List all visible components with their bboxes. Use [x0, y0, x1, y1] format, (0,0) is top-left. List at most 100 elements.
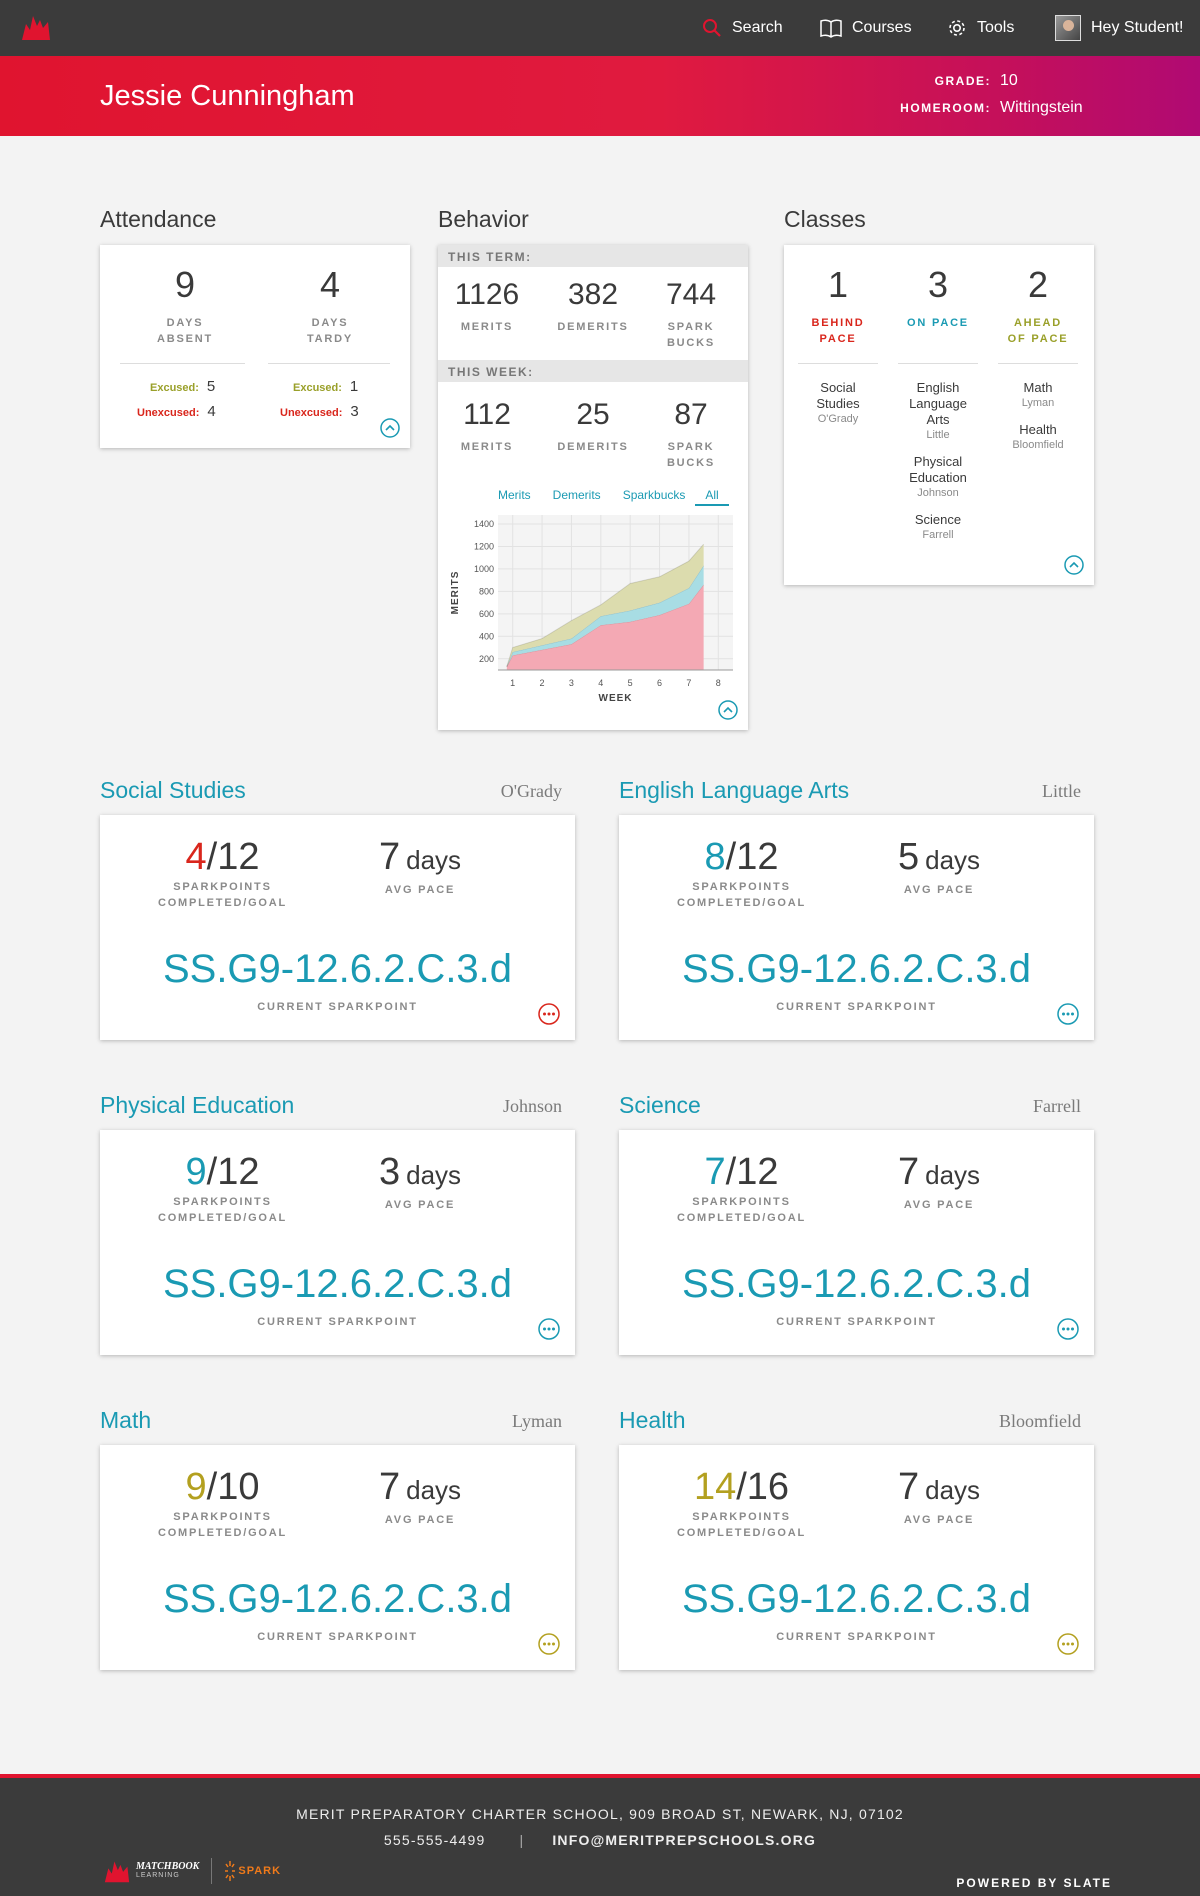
more-options-icon[interactable]	[538, 1003, 560, 1025]
nav-search[interactable]: Search	[702, 0, 783, 56]
sparkpoints-label-1: SPARKPOINTS	[692, 1196, 791, 1208]
student-name: Jessie Cunningham	[100, 80, 355, 112]
course-teacher: Bloomfield	[999, 1411, 1081, 1431]
current-sparkpoint[interactable]: SS.G9-12.6.2.C.3.d	[162, 1262, 513, 1306]
days-tardy-label-1: DAYS	[311, 317, 349, 329]
behavior-card: THIS TERM: 1126 MERITS 382 DEMERITS 744 SPA…	[438, 245, 748, 730]
avg-pace: 3 days AVG PACE	[355, 1150, 485, 1213]
sparkpoints-progress: 9/12 SPARKPOINTS COMPLETED/GOAL	[140, 1150, 305, 1226]
course-title[interactable]: Math	[100, 1407, 152, 1433]
absent-excused-row: Excused: 5	[150, 378, 215, 395]
on-pace-count: 3	[927, 264, 949, 305]
course-title[interactable]: Physical Education	[100, 1092, 295, 1118]
term-merits: 1126 MERITS	[442, 275, 532, 335]
sparkpoints-label-1: SPARKPOINTS	[173, 1196, 272, 1208]
collapse-chevron-up-icon[interactable]	[718, 700, 738, 720]
pace-unit: days	[406, 845, 462, 875]
homeroom-label: HOMEROOM:	[900, 101, 991, 115]
current-sparkpoint[interactable]: SS.G9-12.6.2.C.3.d	[681, 947, 1032, 991]
course-teacher: Little	[1042, 781, 1081, 801]
course-title[interactable]: Science	[619, 1092, 701, 1118]
class-name[interactable]: Social Studies	[816, 380, 860, 411]
powered-by-slate[interactable]: POWERED BY SLATE	[956, 1876, 1112, 1890]
demerits-label: DEMERITS	[557, 321, 629, 333]
tab-all[interactable]: All	[695, 488, 729, 506]
behind-pace-label-1: BEHIND	[811, 317, 865, 329]
days-absent: 9 DAYS ABSENT	[125, 265, 245, 347]
sparkpoints-label-2: COMPLETED/GOAL	[157, 897, 288, 909]
completed-count: 8	[704, 836, 726, 878]
pace-unit: days	[406, 1475, 462, 1505]
class-teacher: O'Grady	[817, 413, 859, 425]
attendance-card: 9 DAYS ABSENT 4 DAYS TARDY Excused: 5 Une…	[100, 245, 410, 448]
collapse-chevron-up-icon[interactable]	[380, 418, 400, 438]
more-options-icon[interactable]	[1057, 1003, 1079, 1025]
goal-count: /10	[206, 1466, 260, 1508]
week-merits: 112 MERITS	[442, 395, 532, 455]
course-teacher: Johnson	[502, 1096, 562, 1116]
series-area-merits	[506, 584, 704, 670]
sparkpoints-label-1: SPARKPOINTS	[692, 1511, 791, 1523]
sparkpoints-label-1: SPARKPOINTS	[173, 1511, 272, 1523]
term-sparkbucks: 744 SPARK BUCKS	[646, 275, 736, 351]
current-sparkpoint[interactable]: SS.G9-12.6.2.C.3.d	[681, 1577, 1032, 1621]
classes-title: Classes	[784, 206, 866, 232]
week-sparkbucks: 87 SPARK BUCKS	[646, 395, 736, 471]
ahead-label-2: OF PACE	[1007, 333, 1069, 345]
x-tick-label: 6	[657, 678, 662, 688]
tab-merits[interactable]: Merits	[498, 488, 531, 502]
nav-tools[interactable]: Tools	[947, 0, 1014, 56]
top-navigation-bar: Search Courses Tools Hey Student!	[0, 0, 1200, 56]
class-teacher: Johnson	[917, 487, 959, 499]
spark-label-2: BUCKS	[666, 337, 716, 349]
class-teacher: Lyman	[1021, 397, 1055, 409]
footer-brands: MATCHBOOK LEARNING SPARK	[102, 1858, 281, 1884]
completed-count: 9	[185, 1151, 207, 1193]
more-options-icon[interactable]	[1057, 1633, 1079, 1655]
current-sparkpoint-label: CURRENT SPARKPOINT	[257, 1316, 418, 1328]
pace-number: 7	[378, 836, 401, 878]
absent-unexcused-value: 4	[207, 403, 216, 420]
class-name[interactable]: Math	[1023, 380, 1053, 395]
x-tick-label: 4	[598, 678, 603, 688]
days-absent-label-1: DAYS	[166, 317, 204, 329]
course-title[interactable]: English Language Arts	[619, 777, 850, 803]
excused-label: Excused:	[293, 382, 342, 394]
term-demerits: 382 DEMERITS	[548, 275, 638, 335]
current-sparkpoint-label: CURRENT SPARKPOINT	[257, 1631, 418, 1643]
class-name[interactable]: Physical Education	[909, 454, 967, 485]
current-sparkpoint[interactable]: SS.G9-12.6.2.C.3.d	[162, 1577, 513, 1621]
current-sparkpoint[interactable]: SS.G9-12.6.2.C.3.d	[162, 947, 513, 991]
footer-email[interactable]: INFO@MERITPREPSCHOOLS.ORG	[552, 1832, 817, 1848]
nav-courses[interactable]: Courses	[820, 0, 912, 56]
matchbook-learning-logo[interactable]: MATCHBOOK LEARNING	[136, 1862, 199, 1880]
class-name[interactable]: English Language Arts	[909, 380, 967, 427]
brand-spark[interactable]: SPARK	[238, 1865, 282, 1877]
course-title[interactable]: Health	[619, 1407, 686, 1433]
collapse-chevron-up-icon[interactable]	[1064, 555, 1084, 575]
class-name[interactable]: Science	[914, 512, 962, 527]
tardy-unexcused-value: 3	[350, 403, 359, 420]
divider	[798, 363, 878, 364]
nav-user-menu[interactable]: Hey Student!	[1055, 0, 1184, 56]
course-title[interactable]: Social Studies	[100, 777, 246, 803]
y-tick-label: 1000	[474, 564, 494, 574]
matchbook-logo-icon[interactable]	[20, 12, 52, 42]
tab-sparkbucks[interactable]: Sparkbucks	[622, 488, 686, 502]
goal-count: /12	[725, 1151, 779, 1193]
more-options-icon[interactable]	[1057, 1318, 1079, 1340]
current-sparkpoint[interactable]: SS.G9-12.6.2.C.3.d	[681, 1262, 1032, 1306]
days-absent-value: 9	[174, 264, 196, 305]
footer-contact: 555-555-4499 | INFO@MERITPREPSCHOOLS.ORG	[0, 1832, 1200, 1848]
avg-pace-label: AVG PACE	[384, 1199, 456, 1211]
tab-demerits[interactable]: Demerits	[552, 488, 601, 502]
completed-count: 9	[185, 1466, 207, 1508]
more-options-icon[interactable]	[538, 1633, 560, 1655]
on-pace-column: 3 ON PACE English Language Arts Little P…	[890, 265, 986, 554]
class-name[interactable]: Health	[1019, 422, 1057, 437]
footer-phone[interactable]: 555-555-4499	[383, 1832, 486, 1848]
more-options-icon[interactable]	[538, 1318, 560, 1340]
divider	[211, 1858, 213, 1884]
unexcused-label: Unexcused:	[280, 407, 343, 419]
completed-count: 4	[185, 836, 207, 878]
